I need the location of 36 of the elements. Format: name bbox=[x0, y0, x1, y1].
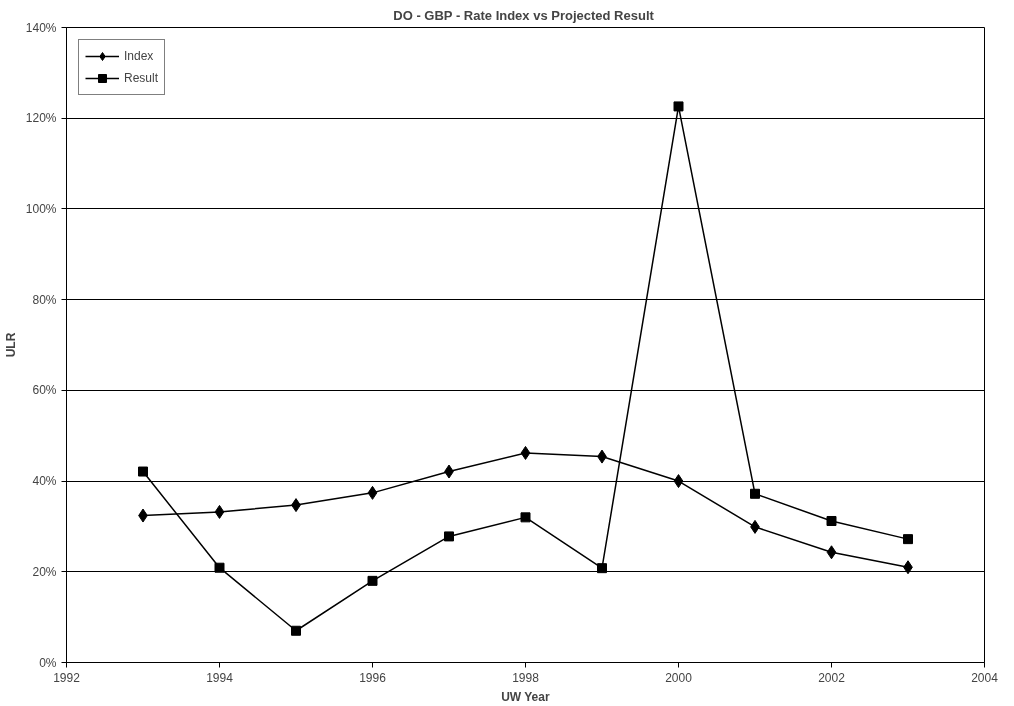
x-tick-label: 2004 bbox=[971, 670, 999, 685]
y-axis-title: ULR bbox=[3, 332, 18, 358]
point bbox=[367, 485, 378, 500]
legend-label: Index bbox=[124, 49, 154, 63]
point bbox=[673, 101, 684, 112]
y-tick-label: 100% bbox=[25, 201, 57, 216]
y-tick-label: 80% bbox=[32, 292, 57, 307]
point bbox=[520, 445, 531, 460]
x-tick-label: 1994 bbox=[206, 670, 234, 685]
y-tick-label: 40% bbox=[32, 474, 57, 489]
legend-label: Result bbox=[124, 71, 159, 85]
x-tick-label: 1996 bbox=[359, 670, 387, 685]
point bbox=[367, 575, 378, 586]
point bbox=[826, 515, 837, 526]
point bbox=[291, 625, 301, 636]
x-tick-label: 1998 bbox=[512, 670, 540, 685]
point bbox=[520, 512, 531, 523]
x-tick-label: 1992 bbox=[53, 670, 81, 685]
y-tick-label: 20% bbox=[32, 564, 57, 579]
point bbox=[214, 504, 225, 519]
point bbox=[444, 531, 454, 542]
point bbox=[673, 474, 684, 489]
x-tick-label: 2000 bbox=[665, 670, 693, 685]
x-tick-label: 2002 bbox=[818, 670, 846, 685]
x-axis-title: UW Year bbox=[501, 689, 550, 704]
point bbox=[597, 563, 607, 574]
point bbox=[138, 466, 148, 477]
point bbox=[826, 545, 837, 560]
y-tick-label: 0% bbox=[39, 655, 57, 670]
point bbox=[214, 562, 225, 573]
chart-title: DO - GBP - Rate Index vs Projected Result bbox=[393, 7, 655, 23]
point bbox=[903, 534, 913, 545]
y-tick-label: 60% bbox=[32, 383, 57, 398]
y-tick-label: 120% bbox=[25, 111, 57, 126]
y-tick-label: 140% bbox=[25, 20, 57, 35]
point bbox=[750, 488, 760, 499]
